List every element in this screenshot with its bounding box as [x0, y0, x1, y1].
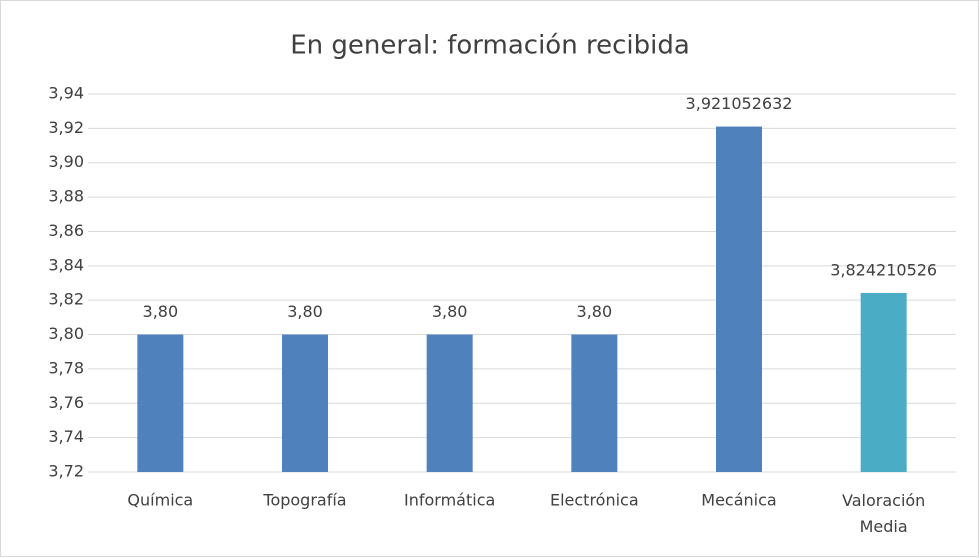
x-tick-label: Valoración Media [842, 491, 925, 536]
y-tick-label: 3,80 [48, 324, 84, 343]
bar [282, 334, 328, 472]
value-label: 3,80 [143, 302, 179, 321]
y-tick-label: 3,94 [48, 84, 84, 103]
value-label: 3,80 [287, 302, 323, 321]
bar [426, 334, 473, 472]
y-tick-label: 3,74 [48, 427, 84, 446]
x-tick-label: Electrónica [550, 491, 639, 510]
x-tick-label: Química [127, 491, 193, 510]
y-tick-label: 3,76 [48, 393, 84, 412]
y-tick-label: 3,88 [48, 187, 84, 206]
value-label: 3,80 [577, 302, 613, 321]
y-tick-label: 3,90 [48, 152, 84, 171]
y-tick-label: 3,86 [48, 221, 84, 240]
bar [137, 334, 184, 472]
x-tick-label: Topografía [262, 491, 346, 510]
x-tick-label: Mecánica [701, 491, 776, 510]
y-tick-label: 3,78 [48, 358, 84, 377]
bar [716, 126, 762, 472]
bar [860, 292, 907, 472]
y-tick-label: 3,82 [48, 290, 84, 309]
value-label: 3,80 [432, 302, 468, 321]
value-label: 3,824210526 [830, 260, 937, 279]
bar [571, 334, 618, 472]
y-tick-label: 3,84 [48, 255, 84, 274]
y-tick-label: 3,72 [48, 462, 84, 481]
y-tick-label: 3,92 [48, 118, 84, 137]
chart-title: En general: formación recibida [290, 31, 690, 61]
x-tick-label: Informática [404, 491, 495, 510]
value-label: 3,921052632 [686, 94, 793, 113]
